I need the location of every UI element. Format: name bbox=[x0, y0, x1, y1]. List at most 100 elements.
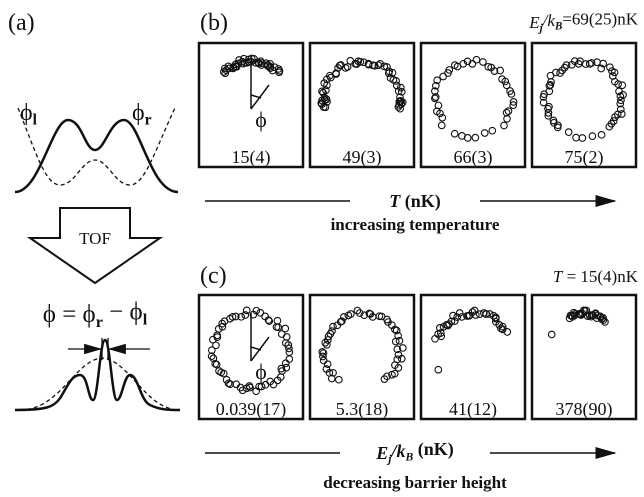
text-part: j bbox=[538, 22, 544, 34]
phase-point bbox=[431, 93, 440, 101]
text-part: = 15(4)nK bbox=[562, 267, 638, 286]
phase-point bbox=[597, 130, 606, 139]
phase-point bbox=[394, 103, 403, 111]
phase-point bbox=[392, 326, 401, 335]
axis-caption: decreasing barrier height bbox=[323, 473, 507, 492]
phase-point bbox=[392, 76, 400, 85]
phase-point bbox=[319, 352, 327, 361]
condition: Ej/kB=69(25)nK bbox=[528, 9, 639, 34]
phase-point bbox=[479, 58, 487, 66]
phase-point bbox=[458, 132, 466, 140]
box-value: 15(4) bbox=[232, 147, 271, 168]
phase-point bbox=[356, 58, 365, 66]
phase-point bbox=[209, 335, 217, 344]
phase-point bbox=[318, 348, 327, 356]
phase-point bbox=[214, 324, 223, 333]
phase-point bbox=[274, 323, 283, 332]
phase-point bbox=[318, 87, 326, 96]
phase-point bbox=[475, 310, 484, 318]
phase-point bbox=[436, 329, 445, 337]
phase-point bbox=[482, 309, 490, 318]
phase-point bbox=[500, 121, 508, 130]
phase-point bbox=[488, 126, 497, 135]
phase-point bbox=[322, 95, 331, 104]
phase-point bbox=[228, 313, 237, 321]
phase-point bbox=[587, 59, 596, 67]
phase-box bbox=[197, 41, 305, 169]
text-part: (nK) bbox=[413, 439, 454, 460]
phase-point bbox=[391, 337, 400, 346]
phase-box bbox=[197, 293, 305, 421]
phase-point bbox=[459, 59, 468, 68]
phase-point bbox=[616, 92, 625, 101]
text-part: l bbox=[143, 310, 148, 328]
phase-point bbox=[605, 122, 614, 131]
phase-point bbox=[472, 55, 481, 64]
phase-point bbox=[503, 328, 512, 336]
text-part: /k bbox=[389, 441, 405, 461]
box-value: 41(12) bbox=[449, 399, 497, 420]
phase-point bbox=[380, 62, 389, 71]
phase-point bbox=[285, 344, 293, 353]
phase-point bbox=[391, 325, 399, 334]
phase-point bbox=[384, 69, 393, 78]
phase-point bbox=[231, 312, 240, 321]
box-value: 75(2) bbox=[565, 147, 604, 168]
phase-point bbox=[434, 365, 443, 374]
phase-point bbox=[484, 62, 493, 71]
phase-point bbox=[319, 349, 328, 357]
phase-point bbox=[319, 356, 328, 365]
phase-point bbox=[237, 312, 246, 321]
phase-point bbox=[471, 311, 480, 319]
phase-point bbox=[453, 313, 462, 321]
phase-point bbox=[572, 133, 580, 142]
phase-point bbox=[583, 312, 592, 320]
phase-point bbox=[480, 129, 489, 137]
phase-point bbox=[329, 322, 337, 331]
phase-point bbox=[507, 90, 516, 98]
phase-box bbox=[530, 41, 638, 169]
phase-point bbox=[395, 336, 404, 345]
phase-point bbox=[539, 98, 548, 107]
boxes: ϕ 15(4) 49(3) 66(3) 75(2) ϕ 0.039(17) 5.3(18) 41… bbox=[197, 41, 638, 421]
phase-box bbox=[308, 293, 416, 421]
phase-point bbox=[509, 98, 518, 106]
phase-point bbox=[245, 382, 254, 390]
phase-point bbox=[433, 76, 442, 85]
density-curve bbox=[14, 118, 179, 194]
phase-point bbox=[491, 314, 500, 323]
axis-caption: increasing temperature bbox=[331, 215, 500, 234]
phase-point bbox=[359, 58, 368, 67]
phase-point bbox=[549, 116, 558, 125]
box-value: 66(3) bbox=[454, 147, 493, 168]
text-part: ϕ = ϕ bbox=[43, 301, 96, 328]
phase-point bbox=[445, 66, 454, 74]
phase-point bbox=[256, 308, 265, 317]
phase-point bbox=[450, 129, 459, 138]
phase-point bbox=[616, 99, 625, 108]
phase-point bbox=[503, 114, 511, 123]
phase-point bbox=[322, 86, 330, 95]
phase-symbol: ϕ bbox=[255, 107, 267, 132]
phase-point bbox=[222, 375, 231, 384]
box-value: 0.039(17) bbox=[216, 399, 287, 420]
text-part: T bbox=[389, 191, 401, 211]
phase-point bbox=[450, 317, 459, 325]
phase-point bbox=[601, 318, 609, 326]
phase-point bbox=[218, 319, 227, 328]
phase-point bbox=[207, 346, 216, 355]
phase-point bbox=[611, 113, 619, 121]
phase-point bbox=[617, 110, 626, 118]
text-part: l bbox=[33, 112, 38, 129]
phase-point bbox=[273, 376, 282, 385]
phase-point bbox=[275, 68, 284, 77]
box-value: 49(3) bbox=[343, 147, 382, 168]
phase-point bbox=[376, 60, 384, 68]
phase-point bbox=[431, 87, 439, 95]
phase-point bbox=[431, 94, 439, 103]
text-part: B bbox=[554, 21, 562, 33]
condition: T = 15(4)nK bbox=[553, 267, 639, 286]
phase-point bbox=[346, 310, 355, 318]
phase-point bbox=[252, 306, 261, 315]
